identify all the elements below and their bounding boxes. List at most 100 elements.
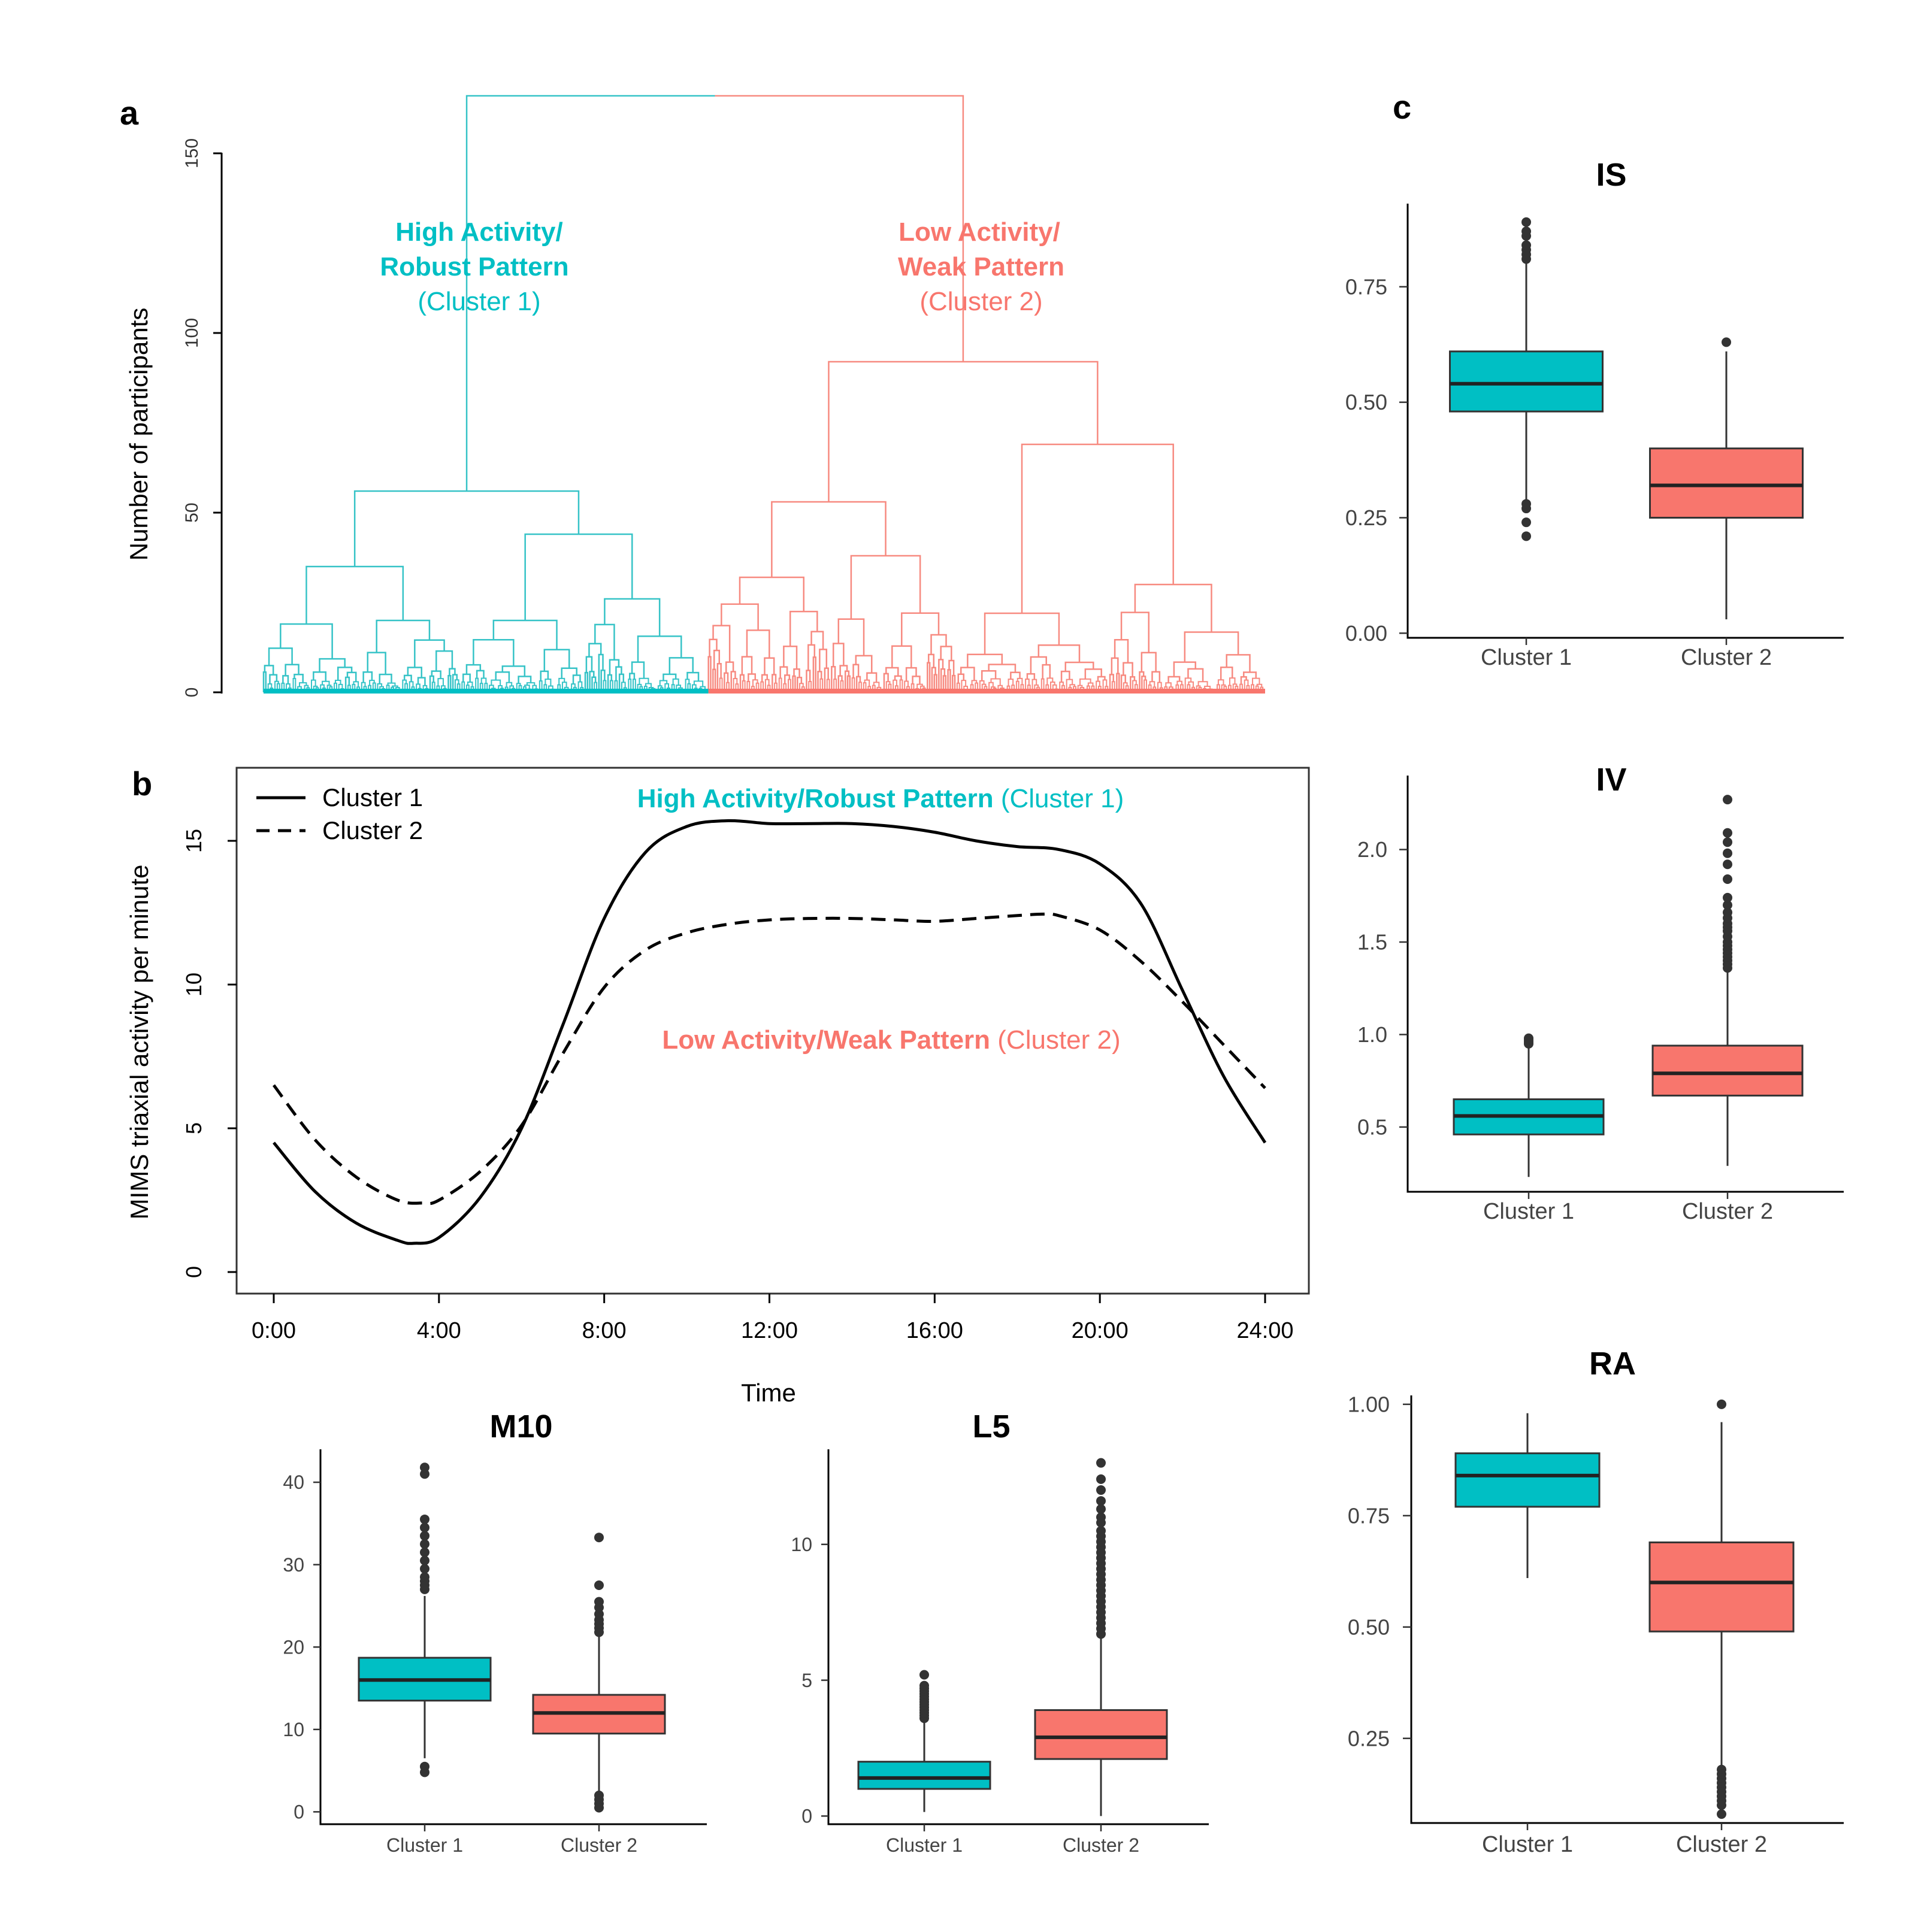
dendrogram-branch xyxy=(594,623,615,660)
box-L5-outlier xyxy=(1096,1504,1106,1514)
plot-frame xyxy=(235,767,1310,1295)
box-IV-outlier xyxy=(1524,1033,1533,1043)
dendrogram-branch xyxy=(784,674,791,684)
dendrogram-branch xyxy=(467,682,473,687)
box-L5-box-1 xyxy=(857,1761,991,1790)
dendrogram-branch xyxy=(1173,661,1197,677)
dendrogram-branch xyxy=(967,653,1003,668)
box-IV-outlier xyxy=(1723,828,1732,838)
box-RA-title: RA xyxy=(1589,1346,1636,1382)
dendrogram-branch xyxy=(337,667,353,680)
dendrogram-branch xyxy=(748,673,757,682)
dendrogram-branch xyxy=(1221,684,1226,692)
dendrogram-branch xyxy=(561,682,567,692)
box-RA-box-1 xyxy=(1454,1452,1601,1508)
dendrogram-branch xyxy=(1217,679,1224,685)
dendrogram-branch xyxy=(746,629,770,658)
activity-series xyxy=(273,819,1267,1245)
box-IS-y-tick-label: 0.75 xyxy=(1345,274,1387,299)
box-RA-x-tick-label: Cluster 1 xyxy=(1482,1832,1573,1857)
dendrogram-tree xyxy=(262,95,1265,694)
box-IV-x-tick-label: Cluster 2 xyxy=(1682,1199,1773,1224)
box-L5-y-tick-label: 10 xyxy=(791,1534,812,1555)
dendrogram-branch xyxy=(739,576,805,612)
dendrogram-branch xyxy=(571,683,576,692)
box-IS-outlier xyxy=(1521,531,1531,541)
dendrogram-branch xyxy=(322,680,330,686)
dendrogram-branch xyxy=(662,673,677,681)
dendrogram-branch xyxy=(938,659,944,692)
box-IV-y-tick-label: 2.0 xyxy=(1357,837,1387,862)
box-M10-y-tick-label: 10 xyxy=(283,1719,304,1740)
dendrogram-branch xyxy=(346,671,357,682)
dendrogram-branch xyxy=(1030,656,1047,674)
box-M10-outlier xyxy=(420,1564,429,1574)
dendrogram-branch xyxy=(269,674,278,685)
dendrogram-branch xyxy=(1141,652,1157,673)
dendrogram-branch xyxy=(629,673,636,680)
dendrogram-branch xyxy=(940,646,952,661)
dendrogram-branch xyxy=(912,676,921,685)
series-line-cluster2 xyxy=(273,912,1266,1206)
dendrogram-branch xyxy=(585,656,593,673)
box-L5-outlier xyxy=(919,1670,929,1680)
dendrogram-branch xyxy=(810,631,824,650)
activity-x-axis-label: Time xyxy=(741,1379,796,1407)
dendrogram-branch xyxy=(930,634,947,655)
dendrogram-branch xyxy=(1244,679,1249,692)
dendrogram-branch xyxy=(286,683,291,692)
dendrogram-branch xyxy=(1123,682,1128,692)
dendrogram-branch xyxy=(850,555,921,619)
dendrogram-branch xyxy=(990,678,1001,686)
dendrogram-branch xyxy=(1187,668,1204,682)
box-M10-outlier xyxy=(420,1531,429,1541)
activity-y-tick-label: 0 xyxy=(181,1266,206,1278)
dendrogram-branch xyxy=(831,666,836,692)
box-IS-outlier xyxy=(1521,499,1531,509)
dendrogram-branch xyxy=(604,598,661,637)
cluster1-label-line1: High Activity/ xyxy=(395,217,563,247)
annotation-cluster1: High Activity/Robust Pattern (Cluster 1) xyxy=(637,784,1124,813)
dendrogram-branch xyxy=(526,682,536,686)
dendrogram-branch xyxy=(1109,674,1114,692)
cluster1-leaf-band xyxy=(264,689,709,694)
dendrogram-branch xyxy=(712,625,731,662)
dendrogram-branch xyxy=(268,647,293,666)
cluster2-leaf-band xyxy=(708,689,1265,694)
dendrogram-branch xyxy=(1059,682,1064,692)
box-M10-y-tick-label: 20 xyxy=(283,1636,304,1658)
dendrogram-branch xyxy=(904,680,909,692)
boxplot-L5: L5 0 5 10 Cluster 1 Cluster 2 xyxy=(791,1409,1209,1856)
box-M10-outlier xyxy=(420,1572,429,1582)
box-IV-x-tick-label: Cluster 1 xyxy=(1483,1199,1574,1224)
panel-letter-b: b xyxy=(132,765,152,803)
dendrogram-branch xyxy=(772,674,777,692)
dendrogram-branch xyxy=(631,661,645,679)
dendrogram-branch xyxy=(668,657,694,674)
box-IV-outlier xyxy=(1723,907,1732,917)
dendrogram-branch xyxy=(1148,684,1152,692)
dendrogram-branch xyxy=(1026,673,1036,680)
annotation-cluster2-rest: (Cluster 2) xyxy=(990,1025,1121,1055)
activity-x-tick-label: 4:00 xyxy=(417,1318,461,1343)
box-L5-outlier xyxy=(1096,1458,1106,1468)
dendrogram-branch xyxy=(761,674,769,682)
box-L5-outlier xyxy=(1096,1485,1106,1495)
box-RA-y-tick-label: 1.00 xyxy=(1348,1392,1390,1416)
box-IV-outlier xyxy=(1723,837,1732,847)
box-IV-outlier xyxy=(1723,795,1732,805)
dendrogram-branch xyxy=(979,680,985,692)
box-RA-outlier xyxy=(1717,1399,1726,1409)
dendrogram-branch xyxy=(726,682,730,692)
dendrogram-branch xyxy=(1187,684,1191,692)
cluster2-label-line1: Low Activity/ xyxy=(899,217,1060,247)
activity-y-ticks: 0 5 10 15 xyxy=(181,829,237,1278)
box-RA-outlier xyxy=(1717,1809,1726,1819)
dendrogram-branch xyxy=(492,619,558,650)
dendrogram-branch xyxy=(833,679,837,692)
dendrogram-branch xyxy=(1069,684,1075,688)
dendrogram-branch xyxy=(931,667,936,692)
box-IS-y-tick-label: 0.50 xyxy=(1345,390,1387,414)
dendrogram-branch xyxy=(1010,671,1021,680)
dendrogram-branch xyxy=(403,674,412,682)
